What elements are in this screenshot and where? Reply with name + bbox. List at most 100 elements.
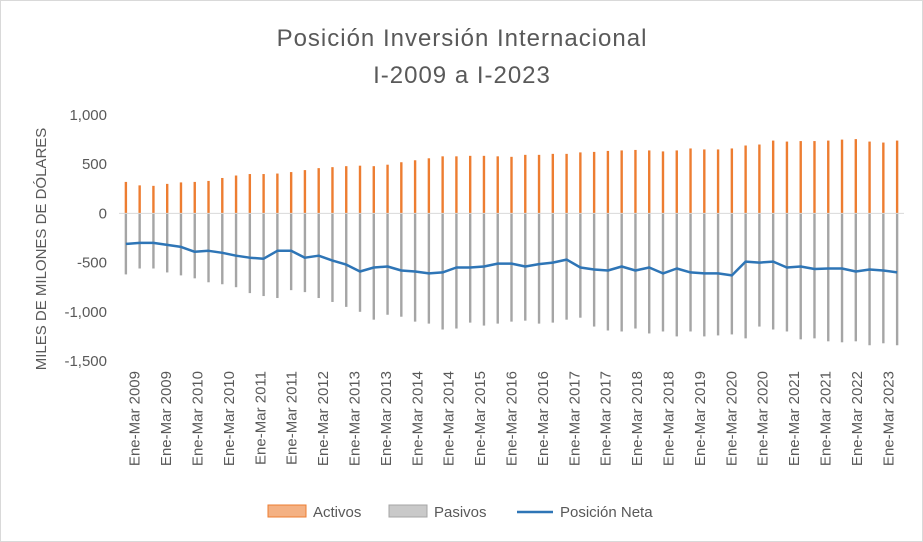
x-tick-label: Ene-Mar 2013 xyxy=(347,371,364,466)
pasivos-bar xyxy=(386,213,389,315)
pasivos-bar xyxy=(620,213,623,332)
pasivos-bar xyxy=(400,213,403,317)
pasivos-bar xyxy=(882,213,885,344)
pasivos-bar xyxy=(703,213,706,337)
series-pasivos xyxy=(124,213,899,346)
pasivos-bar xyxy=(840,213,844,343)
activos-bar xyxy=(124,181,128,214)
x-tick-label: Ene-Mar 2023 xyxy=(880,371,897,466)
x-tick-label: Ene-Mar 2022 xyxy=(849,371,866,466)
pasivos-bar xyxy=(785,213,789,332)
pasivos-bar xyxy=(854,213,857,342)
activos-bar xyxy=(468,155,472,214)
activos-bar xyxy=(221,177,224,214)
x-tick-label: Ene-Mar 2014 xyxy=(409,371,426,466)
pasivos-bar xyxy=(179,213,183,276)
pasivos-bar xyxy=(413,213,417,322)
y-tick-label: -1,000 xyxy=(64,304,107,321)
pasivos-bar xyxy=(138,213,141,269)
activos-bar xyxy=(785,141,789,214)
pasivos-bar xyxy=(551,213,555,323)
activos-bar xyxy=(276,173,279,214)
x-tick-label: Ene-Mar 2009 xyxy=(158,371,175,466)
activos-bar xyxy=(455,156,458,214)
pasivos-bar xyxy=(207,213,210,283)
pasivos-bar xyxy=(345,213,348,307)
x-tick-label: Ene-Mar 2014 xyxy=(441,371,458,466)
legend-item-pasivos: Pasivos xyxy=(388,504,487,521)
pasivos-bar xyxy=(565,213,568,320)
pasivos-bar xyxy=(262,213,265,297)
activos-bar xyxy=(758,144,761,214)
x-tick-label: Ene-Mar 2017 xyxy=(598,371,615,466)
activos-bar xyxy=(303,170,307,214)
pasivos-bar xyxy=(331,213,334,302)
x-tick-label: Ene-Mar 2010 xyxy=(190,371,207,466)
activos-bar xyxy=(579,152,582,214)
x-tick-label: Ene-Mar 2016 xyxy=(504,371,521,466)
activos-bar xyxy=(510,156,513,214)
series-posicion-neta-line xyxy=(125,241,898,277)
pasivos-bar xyxy=(744,213,747,339)
pasivos-bar xyxy=(771,213,775,330)
pasivos-bar xyxy=(868,213,871,346)
x-tick-label: Ene-Mar 2016 xyxy=(535,371,552,466)
y-tick-label: 500 xyxy=(82,156,107,173)
activos-bar xyxy=(441,156,444,214)
x-tick-label: Ene-Mar 2011 xyxy=(284,371,301,465)
pasivos-bar xyxy=(675,213,678,337)
activos-bar xyxy=(193,181,196,214)
x-tick-label: Ene-Mar 2012 xyxy=(315,371,332,466)
activos-bar xyxy=(207,180,210,214)
activos-bar xyxy=(289,172,293,214)
x-tick-label: Ene-Mar 2017 xyxy=(566,371,583,466)
activos-bar xyxy=(882,142,885,214)
x-tick-label: Ene-Mar 2018 xyxy=(629,371,646,466)
activos-bar xyxy=(138,185,141,214)
activos-bar xyxy=(840,139,844,214)
pasivos-bar xyxy=(152,213,155,269)
activos-bar xyxy=(703,149,706,214)
x-tick-label: Ene-Mar 2011 xyxy=(252,371,269,465)
legend-item-posicion-neta: Posición Neta xyxy=(517,504,653,521)
y-tick-label: 0 xyxy=(99,205,107,222)
activos-bar xyxy=(689,148,692,214)
chart-title: Posición Inversión Internacional xyxy=(277,25,648,52)
activos-bar xyxy=(813,141,816,214)
x-tick-label: Ene-Mar 2019 xyxy=(692,371,709,466)
pasivos-bar xyxy=(813,213,816,339)
y-tick-labels: 1,000 500 0 -500 -1,000 -1,500 xyxy=(64,107,107,370)
x-tick-labels: Ene-Mar 2009 Ene-Mar 2009 Ene-Mar 2010 Ene-… xyxy=(127,371,898,466)
activos-bar xyxy=(482,155,486,214)
activos-bar xyxy=(331,167,334,214)
x-tick-label: Ene-Mar 2021 xyxy=(786,371,803,466)
activos-bar xyxy=(400,162,403,214)
y-tick-label: 1,000 xyxy=(69,107,107,124)
pasivos-bar xyxy=(427,213,431,324)
activos-bar xyxy=(386,164,389,214)
pasivos-bar xyxy=(358,213,362,312)
pasivos-bar xyxy=(648,213,651,334)
activos-bar xyxy=(537,154,541,214)
legend-label-pasivos: Pasivos xyxy=(434,504,487,521)
pasivos-bar xyxy=(303,213,307,293)
activos-bar xyxy=(895,140,899,214)
y-tick-label: -1,500 xyxy=(64,353,107,370)
pasivos-bar xyxy=(166,213,169,273)
activos-bar xyxy=(524,154,527,214)
activos-bar xyxy=(179,182,183,214)
activos-bar xyxy=(744,145,747,214)
activos-bar xyxy=(317,168,320,214)
activos-bar xyxy=(358,165,362,214)
y-tick-label: -500 xyxy=(77,255,107,272)
activos-bar xyxy=(234,175,238,214)
activos-bar xyxy=(634,149,637,214)
pasivos-bar xyxy=(606,213,610,331)
x-tick-label: Ene-Mar 2010 xyxy=(221,371,238,466)
pasivos-bar xyxy=(895,213,899,346)
activos-bar xyxy=(496,156,499,214)
legend-swatch-pasivos xyxy=(388,504,428,518)
pasivos-bar xyxy=(510,213,513,322)
